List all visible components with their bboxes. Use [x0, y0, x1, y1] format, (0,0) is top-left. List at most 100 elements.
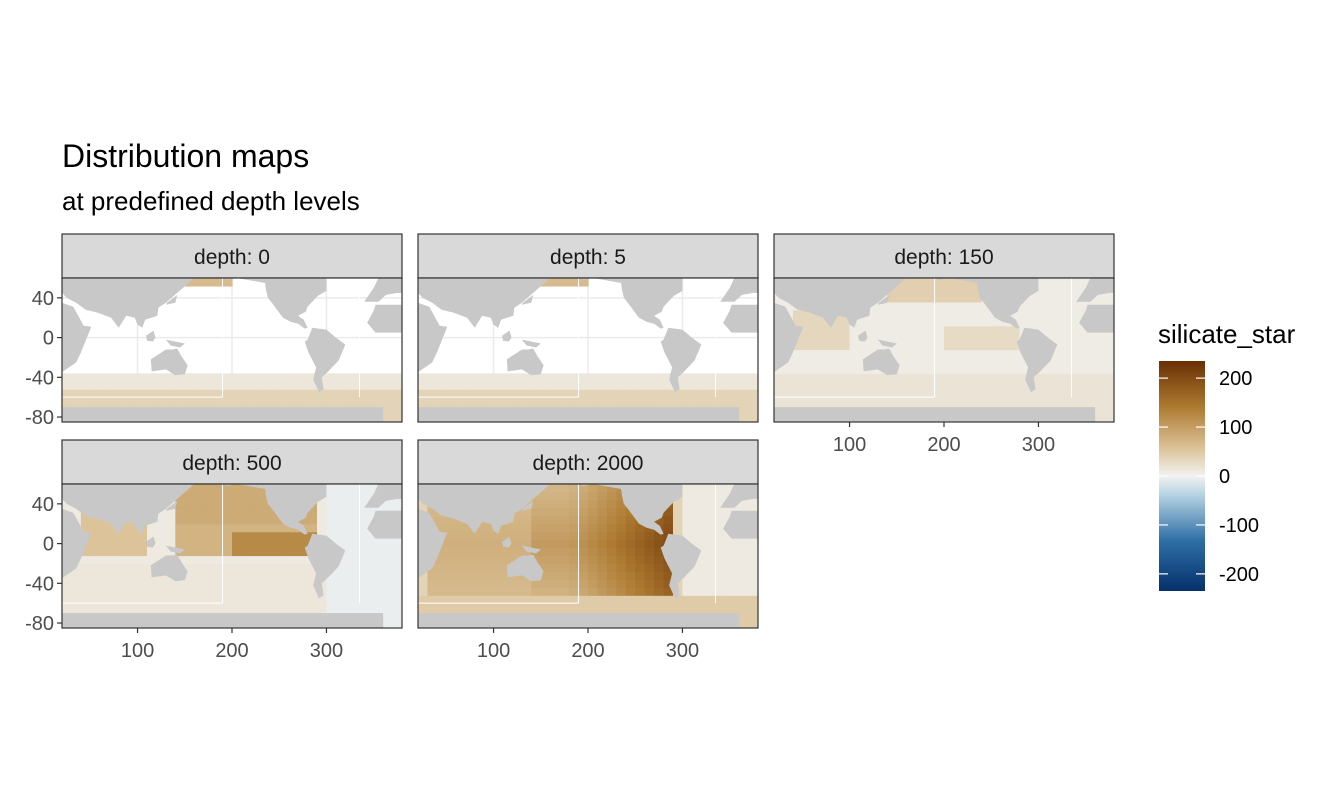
field-cell [597, 555, 608, 565]
field-cell [232, 373, 243, 382]
field-cell [345, 397, 356, 406]
field-cell [392, 587, 402, 596]
field-cell [540, 515, 551, 525]
field-cell [673, 515, 684, 525]
field-cell [981, 333, 992, 343]
field-cell [80, 595, 91, 604]
field-cell [484, 603, 495, 612]
field-cell [663, 587, 674, 596]
field-cell [896, 341, 907, 351]
field-cell [682, 397, 693, 406]
field-cell [203, 595, 214, 604]
y-tick-label: 0 [43, 534, 54, 556]
field-cell [906, 357, 917, 366]
field-cell [550, 507, 561, 517]
field-cell [701, 507, 712, 517]
field-cell [250, 373, 261, 382]
field-cell [559, 539, 570, 549]
field-cell [588, 571, 599, 580]
land-mass [62, 407, 384, 422]
field-cell [436, 555, 447, 565]
facet-panel: depth: 5 [417, 233, 759, 423]
field-cell [232, 539, 243, 549]
field-cell [1076, 349, 1087, 359]
field-cell [335, 491, 346, 501]
field-cell [701, 571, 712, 580]
field-cell [436, 571, 447, 580]
field-cell [279, 555, 290, 565]
field-cell [588, 603, 599, 612]
field-cell [80, 563, 91, 572]
field-cell [578, 603, 589, 612]
field-cell [269, 539, 280, 549]
field-cell [691, 491, 702, 501]
field-cell [1047, 397, 1058, 406]
field-cell [383, 413, 394, 422]
field-cell [953, 397, 964, 406]
land-mass [418, 508, 448, 579]
field-cell [326, 397, 337, 406]
field-cell [392, 579, 402, 588]
field-cell [128, 579, 139, 588]
field-cell [944, 333, 955, 343]
field-cell [194, 547, 205, 557]
field-cell [925, 341, 936, 351]
field-cell [165, 397, 176, 406]
field-cell [436, 563, 447, 572]
field-cell [701, 539, 712, 549]
field-cell [739, 397, 750, 406]
field-cell [184, 499, 195, 509]
field-cell [373, 547, 384, 557]
field-cell [165, 547, 176, 557]
field-cell [232, 381, 243, 390]
field-cell [446, 587, 457, 596]
field-cell [1047, 285, 1058, 295]
field-cell [484, 381, 495, 390]
field-cell [559, 555, 570, 565]
field-cell [540, 531, 551, 541]
field-cell [701, 563, 712, 572]
field-cell [345, 603, 356, 612]
field-cell [373, 563, 384, 572]
field-cell [317, 373, 328, 382]
field-cell [748, 547, 758, 557]
field-cell [625, 531, 636, 541]
field-cell [1010, 397, 1021, 406]
field-cell [71, 603, 82, 612]
field-cell [474, 587, 485, 596]
field-cell [213, 603, 224, 612]
field-cell [792, 373, 803, 382]
field-cell [90, 603, 101, 612]
field-cell [840, 373, 851, 382]
field-cell [241, 491, 252, 501]
field-cell [194, 373, 205, 382]
field-cell [298, 373, 309, 382]
field-cell [739, 539, 750, 549]
field-cell [792, 349, 803, 359]
field-cell [559, 531, 570, 541]
field-cell [326, 571, 337, 580]
field-cell [559, 595, 570, 604]
field-cell [915, 365, 926, 374]
x-tick-label: 100 [477, 640, 510, 662]
field-cell [944, 349, 955, 359]
field-cell [701, 397, 712, 406]
field-cell [1019, 317, 1030, 327]
field-cell [569, 603, 580, 612]
field-cell [868, 309, 879, 319]
field-cell [840, 325, 851, 335]
field-cell [654, 579, 665, 588]
field-cell [877, 381, 888, 390]
field-cell [128, 523, 139, 533]
field-cell [644, 587, 655, 596]
field-cell [241, 595, 252, 604]
field-cell [521, 515, 532, 525]
field-cell [194, 499, 205, 509]
field-cell [953, 285, 964, 295]
field-cell [373, 587, 384, 596]
field-cell [222, 491, 233, 501]
field-cell [128, 595, 139, 604]
field-cell [279, 587, 290, 596]
field-cell [972, 365, 983, 374]
field-cell [335, 531, 346, 541]
